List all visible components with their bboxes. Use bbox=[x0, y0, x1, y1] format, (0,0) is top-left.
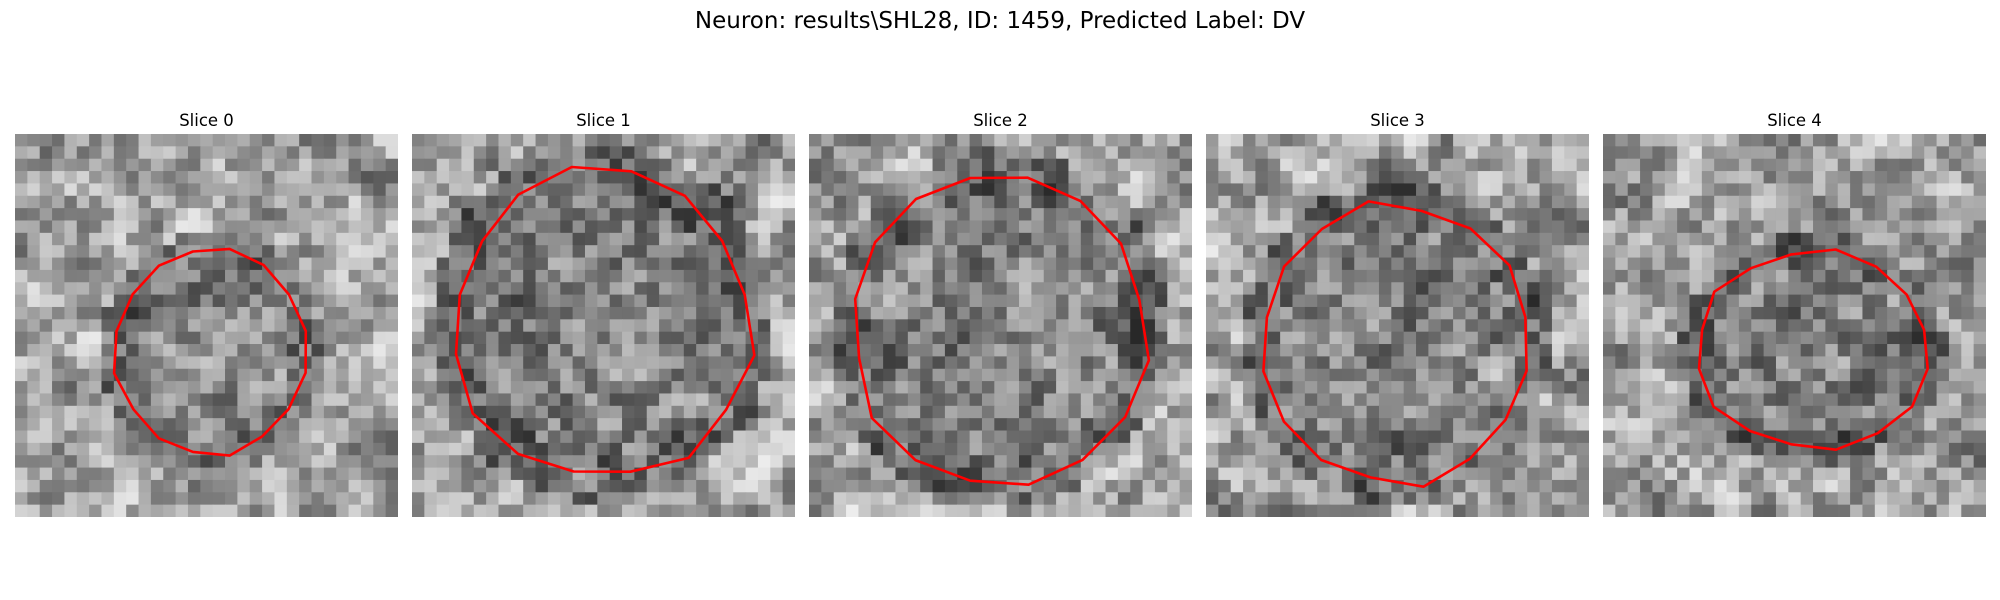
slice-image-1 bbox=[412, 134, 795, 517]
slice-image-4 bbox=[1603, 134, 1986, 517]
figure-title: Neuron: results\SHL28, ID: 1459, Predict… bbox=[694, 8, 1306, 34]
neuron-contour bbox=[112, 247, 308, 457]
neuron-contour bbox=[1262, 200, 1528, 489]
slice-panel-2: Slice 2 bbox=[809, 108, 1192, 517]
slice-image-2 bbox=[809, 134, 1192, 517]
slice-title-2: Slice 2 bbox=[973, 111, 1028, 130]
slice-title-3: Slice 3 bbox=[1370, 111, 1425, 130]
slice-title-4: Slice 4 bbox=[1767, 111, 1822, 130]
pixel-grid bbox=[15, 134, 398, 517]
slice-panel-0: Slice 0 bbox=[15, 108, 398, 517]
pixel-grid bbox=[809, 134, 1192, 517]
pixel-grid bbox=[1206, 134, 1589, 517]
slice-image-0 bbox=[15, 134, 398, 517]
slice-panel-4: Slice 4 bbox=[1603, 108, 1986, 517]
slice-panel-3: Slice 3 bbox=[1206, 108, 1589, 517]
neuron-contour bbox=[454, 165, 756, 474]
slice-title-1: Slice 1 bbox=[576, 111, 631, 130]
pixel-grid bbox=[1603, 134, 1986, 517]
neuron-contour bbox=[853, 176, 1151, 487]
pixel-grid bbox=[412, 134, 795, 517]
slice-title-0: Slice 0 bbox=[179, 111, 234, 130]
slice-image-3 bbox=[1206, 134, 1589, 517]
neuron-contour bbox=[1697, 248, 1930, 452]
slice-panel-1: Slice 1 bbox=[412, 108, 795, 517]
